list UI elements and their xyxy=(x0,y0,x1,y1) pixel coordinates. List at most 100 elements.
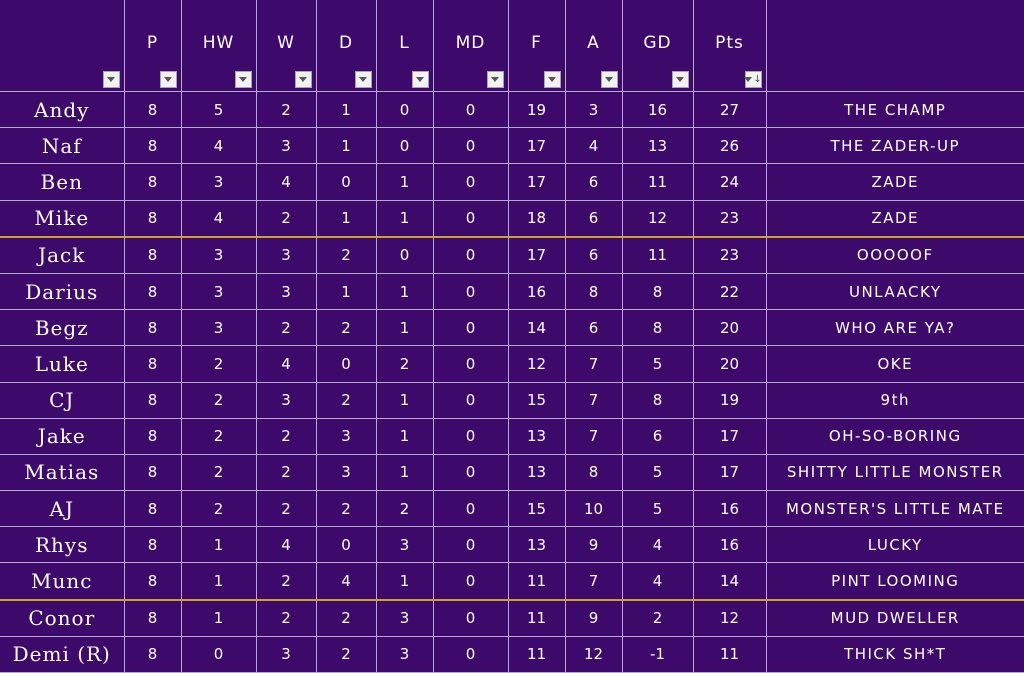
stat-cell-hw[interactable]: 5 xyxy=(181,91,257,129)
stat-cell-f[interactable]: 11 xyxy=(508,599,566,637)
stat-cell-pts[interactable]: 26 xyxy=(693,127,767,165)
stat-cell-pts[interactable]: 12 xyxy=(693,599,767,637)
stat-cell-a[interactable]: 6 xyxy=(565,236,623,274)
stat-cell-l[interactable]: 0 xyxy=(376,236,434,274)
stat-cell-f[interactable]: 16 xyxy=(508,273,566,311)
stat-cell-p[interactable]: 8 xyxy=(124,382,182,419)
stat-cell-d[interactable]: 2 xyxy=(316,490,377,528)
stat-cell-pts[interactable]: 11 xyxy=(693,636,767,673)
stat-cell-f[interactable]: 14 xyxy=(508,309,566,347)
stat-cell-w[interactable]: 3 xyxy=(256,273,317,311)
stat-cell-d[interactable]: 3 xyxy=(316,454,377,492)
stat-cell-d[interactable]: 0 xyxy=(316,163,377,201)
stat-cell-md[interactable]: 0 xyxy=(433,526,509,564)
stat-cell-pts[interactable]: 14 xyxy=(693,562,767,601)
stat-cell-pts[interactable]: 20 xyxy=(693,309,767,347)
stat-cell-l[interactable]: 1 xyxy=(376,200,434,238)
stat-cell-pts[interactable]: 16 xyxy=(693,526,767,564)
stat-cell-l[interactable]: 1 xyxy=(376,382,434,419)
player-name-cell[interactable]: Demi (R) xyxy=(0,636,125,673)
player-name-cell[interactable]: Matias xyxy=(0,454,125,492)
stat-cell-w[interactable]: 4 xyxy=(256,163,317,201)
stat-cell-gd[interactable]: 13 xyxy=(622,127,694,165)
nickname-cell[interactable]: THE CHAMP xyxy=(766,91,1024,129)
filter-dropdown-button[interactable] xyxy=(600,71,618,88)
stat-cell-gd[interactable]: -1 xyxy=(622,636,694,673)
stat-cell-l[interactable]: 1 xyxy=(376,309,434,347)
stat-cell-f[interactable]: 15 xyxy=(508,490,566,528)
stat-cell-d[interactable]: 2 xyxy=(316,309,377,347)
stat-cell-p[interactable]: 8 xyxy=(124,236,182,274)
stat-cell-hw[interactable]: 3 xyxy=(181,309,257,347)
stat-cell-gd[interactable]: 8 xyxy=(622,382,694,419)
stat-cell-f[interactable]: 18 xyxy=(508,200,566,238)
stat-cell-gd[interactable]: 11 xyxy=(622,163,694,201)
nickname-cell[interactable]: OOOOOF xyxy=(766,236,1024,274)
stat-cell-md[interactable]: 0 xyxy=(433,562,509,601)
stat-cell-d[interactable]: 2 xyxy=(316,382,377,419)
player-name-cell[interactable]: Luke xyxy=(0,345,125,383)
filter-dropdown-button[interactable] xyxy=(159,71,177,88)
stat-cell-pts[interactable]: 22 xyxy=(693,273,767,311)
sort-filter-button[interactable]: ↓ xyxy=(744,71,762,88)
nickname-cell[interactable]: OH-SO-BORING xyxy=(766,418,1024,455)
stat-cell-w[interactable]: 3 xyxy=(256,636,317,673)
stat-cell-hw[interactable]: 1 xyxy=(181,526,257,564)
nickname-cell[interactable]: 9th xyxy=(766,382,1024,419)
stat-cell-l[interactable]: 2 xyxy=(376,345,434,383)
stat-cell-w[interactable]: 4 xyxy=(256,526,317,564)
stat-cell-a[interactable]: 7 xyxy=(565,418,623,455)
stat-cell-pts[interactable]: 16 xyxy=(693,490,767,528)
stat-cell-d[interactable]: 4 xyxy=(316,562,377,601)
stat-cell-pts[interactable]: 24 xyxy=(693,163,767,201)
stat-cell-pts[interactable]: 19 xyxy=(693,382,767,419)
stat-cell-p[interactable]: 8 xyxy=(124,418,182,455)
stat-cell-hw[interactable]: 4 xyxy=(181,200,257,238)
filter-dropdown-button[interactable] xyxy=(543,71,561,88)
filter-dropdown-button[interactable] xyxy=(354,71,372,88)
stat-cell-gd[interactable]: 16 xyxy=(622,91,694,129)
stat-cell-p[interactable]: 8 xyxy=(124,562,182,601)
stat-cell-d[interactable]: 1 xyxy=(316,200,377,238)
stat-cell-d[interactable]: 1 xyxy=(316,91,377,129)
stat-cell-a[interactable]: 6 xyxy=(565,200,623,238)
filter-dropdown-button[interactable] xyxy=(671,71,689,88)
stat-cell-w[interactable]: 3 xyxy=(256,127,317,165)
stat-cell-md[interactable]: 0 xyxy=(433,273,509,311)
stat-cell-w[interactable]: 2 xyxy=(256,454,317,492)
stat-cell-hw[interactable]: 2 xyxy=(181,418,257,455)
stat-cell-a[interactable]: 6 xyxy=(565,163,623,201)
stat-cell-p[interactable]: 8 xyxy=(124,273,182,311)
stat-cell-pts[interactable]: 20 xyxy=(693,345,767,383)
stat-cell-f[interactable]: 12 xyxy=(508,345,566,383)
stat-cell-gd[interactable]: 12 xyxy=(622,200,694,238)
stat-cell-pts[interactable]: 27 xyxy=(693,91,767,129)
player-name-cell[interactable]: Rhys xyxy=(0,526,125,564)
stat-cell-hw[interactable]: 2 xyxy=(181,382,257,419)
stat-cell-md[interactable]: 0 xyxy=(433,200,509,238)
nickname-cell[interactable]: PINT LOOMING xyxy=(766,562,1024,601)
stat-cell-md[interactable]: 0 xyxy=(433,345,509,383)
stat-cell-p[interactable]: 8 xyxy=(124,454,182,492)
stat-cell-md[interactable]: 0 xyxy=(433,418,509,455)
stat-cell-a[interactable]: 9 xyxy=(565,526,623,564)
nickname-cell[interactable]: ZADE xyxy=(766,200,1024,238)
stat-cell-d[interactable]: 1 xyxy=(316,127,377,165)
stat-cell-gd[interactable]: 8 xyxy=(622,273,694,311)
stat-cell-f[interactable]: 13 xyxy=(508,418,566,455)
filter-dropdown-button[interactable] xyxy=(102,71,120,88)
stat-cell-w[interactable]: 3 xyxy=(256,236,317,274)
stat-cell-w[interactable]: 2 xyxy=(256,309,317,347)
stat-cell-pts[interactable]: 17 xyxy=(693,454,767,492)
player-name-cell[interactable]: Darius xyxy=(0,273,125,311)
stat-cell-p[interactable]: 8 xyxy=(124,309,182,347)
stat-cell-p[interactable]: 8 xyxy=(124,91,182,129)
stat-cell-hw[interactable]: 3 xyxy=(181,273,257,311)
stat-cell-f[interactable]: 15 xyxy=(508,382,566,419)
stat-cell-l[interactable]: 1 xyxy=(376,562,434,601)
stat-cell-p[interactable]: 8 xyxy=(124,490,182,528)
nickname-cell[interactable]: OKE xyxy=(766,345,1024,383)
stat-cell-gd[interactable]: 8 xyxy=(622,309,694,347)
stat-cell-d[interactable]: 0 xyxy=(316,526,377,564)
stat-cell-w[interactable]: 2 xyxy=(256,418,317,455)
